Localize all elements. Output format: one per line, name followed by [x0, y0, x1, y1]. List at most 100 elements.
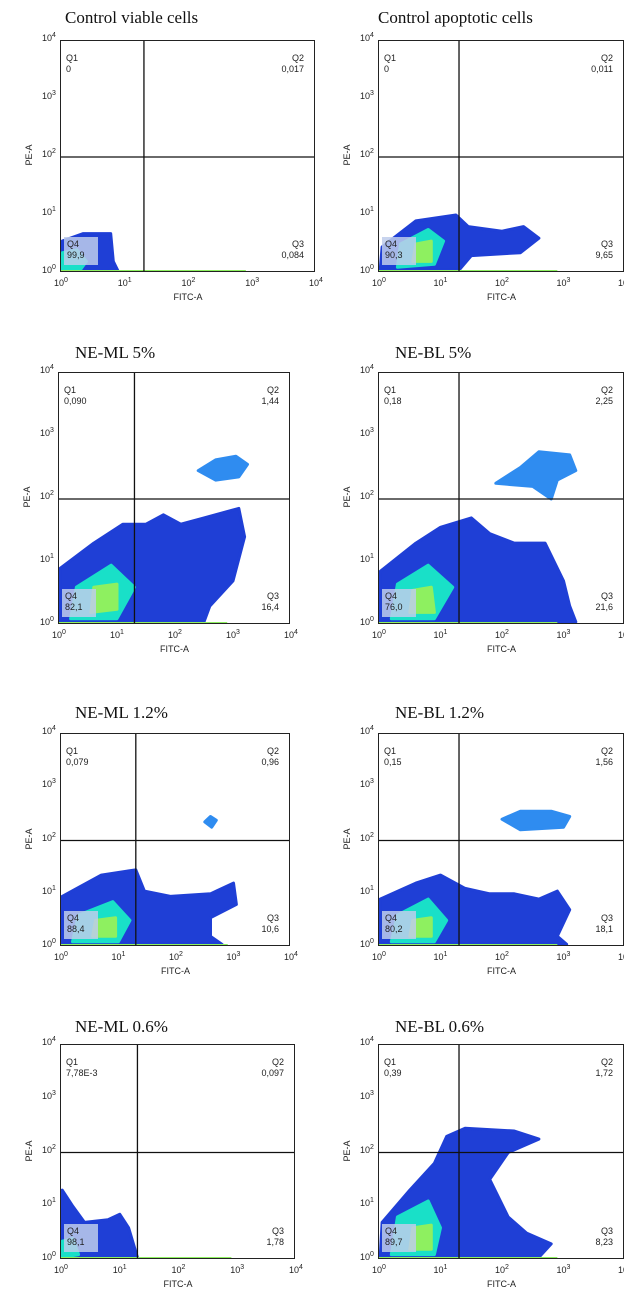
- x-tick-label: 102: [495, 951, 509, 962]
- quadrant-label-q2: Q2 2,25: [595, 385, 613, 407]
- x-tick-label: 103: [556, 951, 571, 962]
- quadrant-name: Q1: [384, 1057, 397, 1067]
- plot-area: Q1 0,079 Q2 0,96 Q3 10,6 Q4 88,4: [60, 733, 290, 946]
- quadrant-name: Q1: [66, 1057, 79, 1067]
- quadrant-percentage: 7,78E-3: [66, 1068, 98, 1078]
- axis-floor-events: [379, 1257, 558, 1258]
- quadrant-percentage: 1,56: [595, 757, 613, 767]
- quadrant-percentage: 0,090: [64, 396, 87, 406]
- x-tick-label: 103: [556, 1264, 571, 1275]
- quadrant-name: Q3: [271, 1226, 284, 1236]
- quadrant-percentage: 80,2: [385, 924, 403, 934]
- quadrant-percentage: 0,18: [384, 396, 402, 406]
- density-region: [494, 450, 578, 501]
- y-tick-label: 101: [42, 884, 56, 896]
- density-plot: [59, 373, 289, 623]
- quadrant-percentage: 0,017: [281, 64, 304, 74]
- plot-area: Q1 0,15 Q2 1,56 Q3 18,1 Q4 80,2: [378, 733, 624, 946]
- axis-floor-events: [61, 270, 246, 271]
- quadrant-percentage: 0,097: [261, 1068, 284, 1078]
- density-region: [203, 815, 218, 829]
- axis-floor-events: [379, 944, 558, 945]
- quadrant-label-q3: Q3 1,78: [266, 1226, 284, 1248]
- y-tick-label: 100: [42, 264, 56, 275]
- y-tick-label: 101: [42, 206, 56, 217]
- quadrant-name: Q2: [291, 53, 304, 63]
- x-tick-label: 100: [372, 951, 386, 962]
- quadrant-name: Q4: [385, 239, 398, 249]
- y-tick-label: 103: [360, 427, 374, 438]
- x-tick-label: 101: [433, 629, 448, 640]
- quadrant-label-q4: Q4 99,9: [67, 239, 85, 261]
- x-tick-label: 103: [226, 629, 240, 640]
- quadrant-label-q2: Q2 1,72: [595, 1057, 613, 1079]
- quadrant-label-q3: Q3 8,23: [595, 1226, 613, 1248]
- x-tick-label: 103: [556, 629, 571, 640]
- density-plot: [61, 41, 314, 271]
- chart-title: NE-BL 5%: [395, 343, 472, 362]
- y-tick-label: 103: [360, 1089, 374, 1101]
- x-tick-label: 101: [111, 951, 126, 962]
- quadrant-name: Q1: [384, 53, 397, 63]
- y-tick-label: 100: [42, 1251, 56, 1262]
- quadrant-name: Q2: [600, 1057, 613, 1067]
- quadrant-percentage: 2,25: [595, 396, 613, 406]
- quadrant-name: Q4: [67, 1226, 80, 1236]
- plot-area: Q1 0 Q2 0,017 Q3 0,084 Q4 99,9: [60, 40, 315, 272]
- y-axis-label: PE-A: [24, 828, 34, 850]
- quadrant-label-q2: Q2 0,011: [591, 53, 613, 75]
- quadrant-name: Q2: [271, 1057, 284, 1067]
- y-tick-label: 104: [360, 364, 374, 375]
- q4-label-box: [382, 237, 416, 265]
- quadrant-label-q4: Q4 98,1: [67, 1226, 85, 1248]
- x-axis-label: FITC-A: [163, 1279, 193, 1289]
- x-tick-label: 103: [245, 277, 260, 288]
- quadrant-label-q2: Q2 1,44: [261, 385, 279, 407]
- chart-title: Control apoptotic cells: [378, 8, 533, 27]
- x-tick-label: 101: [112, 1264, 127, 1275]
- y-tick-label: 101: [360, 553, 374, 564]
- x-tick-label: 101: [433, 277, 448, 288]
- plot-area: Q1 0,39 Q2 1,72 Q3 8,23 Q4 89,7: [378, 1044, 624, 1259]
- quadrant-name: Q1: [384, 746, 397, 756]
- x-axis-label: FITC-A: [173, 292, 203, 302]
- quadrant-percentage: 0,084: [281, 250, 304, 260]
- y-tick-label: 102: [360, 490, 374, 501]
- x-tick-label: 103: [230, 1264, 245, 1275]
- q4-label-box: [382, 911, 416, 939]
- quadrant-label-q4: Q4 76,0: [385, 591, 403, 613]
- quadrant-percentage: 10,6: [261, 924, 279, 934]
- x-tick-label: 100: [54, 951, 68, 962]
- quadrant-percentage: 1,72: [595, 1068, 613, 1078]
- quadrant-percentage: 16,4: [261, 602, 279, 612]
- x-tick-label: 102: [495, 1264, 509, 1275]
- quadrant-name: Q4: [385, 913, 398, 923]
- plot-area: Q1 7,78E-3 Q2 0,097 Q3 1,78 Q4 98,1: [60, 1044, 295, 1259]
- q4-label-box: [64, 1224, 98, 1252]
- quadrant-label-q2: Q2 0,96: [261, 746, 279, 768]
- density-plot: [379, 373, 623, 623]
- quadrant-name: Q4: [67, 913, 80, 923]
- y-tick-label: 102: [40, 490, 54, 501]
- quadrant-percentage: 89,7: [385, 1237, 403, 1247]
- y-tick-label: 102: [360, 1143, 374, 1155]
- quadrant-name: Q3: [266, 591, 279, 601]
- y-tick-label: 101: [360, 206, 374, 217]
- x-tick-label: 100: [54, 1264, 68, 1275]
- y-tick-label: 104: [42, 32, 56, 43]
- quadrant-name: Q3: [600, 913, 613, 923]
- axis-floor-events: [61, 944, 228, 945]
- y-tick-label: 100: [42, 938, 56, 949]
- plot-area: Q1 0,18 Q2 2,25 Q3 21,6 Q4 76,0: [378, 372, 624, 624]
- quadrant-label-q1: Q1 0,39: [384, 1057, 402, 1079]
- quadrant-percentage: 1,78: [266, 1237, 284, 1247]
- quadrant-percentage: 0: [384, 64, 390, 74]
- axis-floor-events: [59, 622, 228, 623]
- chart-title: NE-ML 5%: [75, 343, 156, 362]
- x-tick-label: 103: [556, 277, 571, 288]
- y-tick-label: 103: [42, 778, 56, 790]
- plot-area: Q1 0,090 Q2 1,44 Q3 16,4 Q4 82,1: [58, 372, 290, 624]
- y-axis-label: PE-A: [342, 828, 352, 850]
- y-axis-label: PE-A: [24, 144, 34, 166]
- axis-floor-events: [61, 1257, 232, 1258]
